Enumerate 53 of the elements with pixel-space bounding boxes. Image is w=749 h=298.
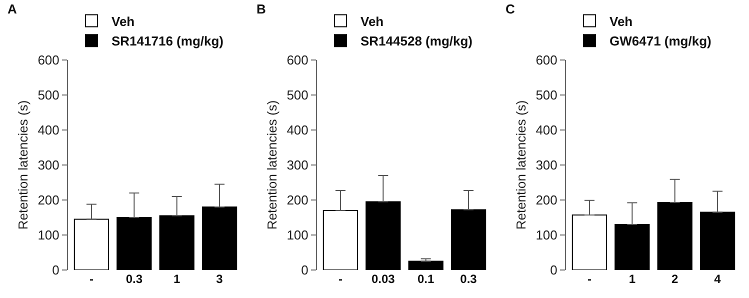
chart-title: B: [256, 2, 266, 17]
legend-label: Veh: [112, 14, 135, 29]
y-tick-label: 500: [286, 88, 308, 103]
y-tick-label: 0: [52, 262, 60, 278]
chart-title: C: [505, 2, 516, 17]
y-tick-label: 400: [286, 122, 308, 138]
x-tick-label: 1: [173, 272, 180, 286]
x-tick-label: -: [587, 272, 592, 286]
y-tick-label: 600: [286, 52, 308, 68]
bar: [408, 260, 444, 270]
x-tick-label: 2: [671, 272, 678, 286]
bar: [322, 210, 358, 270]
y-tick-label: 500: [536, 88, 558, 103]
x-tick-label: 3: [216, 272, 224, 286]
legend-label: SR144528 (mg/kg): [360, 34, 472, 49]
bar: [159, 215, 194, 270]
y-axis-title: Retention latencies (s): [264, 100, 280, 230]
bar: [366, 201, 401, 270]
y-tick-label: 100: [286, 228, 308, 243]
x-tick-label: -: [338, 272, 342, 286]
y-axis-title: Retention latencies (s): [16, 100, 31, 230]
x-tick-label: 4: [714, 272, 722, 286]
x-tick-label: 0.3: [460, 272, 478, 286]
legend-label: SR141716 (mg/kg): [112, 34, 224, 49]
x-tick-label: 0.03: [371, 272, 396, 286]
y-tick-label: 600: [536, 52, 558, 68]
y-tick-label: 100: [536, 228, 558, 243]
y-tick-label: 300: [286, 158, 308, 173]
y-tick-label: 100: [38, 228, 60, 243]
y-tick-label: 500: [38, 88, 60, 103]
y-tick-label: 200: [286, 192, 308, 208]
chart-title: A: [7, 2, 18, 17]
x-tick-label: -: [89, 272, 94, 286]
y-tick-label: 0: [550, 262, 558, 278]
legend-label: GW6471 (mg/kg): [610, 34, 712, 49]
legend-label: Veh: [360, 14, 384, 29]
x-tick-label: 0.1: [417, 272, 435, 286]
y-tick-label: 200: [536, 192, 558, 208]
bar: [450, 209, 486, 270]
y-tick-label: 300: [38, 158, 60, 173]
y-tick-label: 300: [536, 158, 558, 173]
bar: [202, 206, 238, 270]
y-tick-label: 400: [536, 122, 558, 138]
y-axis-title: Retention latencies (s): [514, 100, 529, 230]
bar: [74, 218, 110, 270]
y-tick-label: 200: [38, 192, 60, 208]
x-tick-label: 0.3: [126, 272, 143, 286]
x-tick-label: 1: [628, 272, 636, 286]
y-tick-label: 600: [38, 52, 60, 68]
legend-label: Veh: [610, 14, 633, 29]
y-tick-label: 0: [301, 262, 308, 278]
bar: [116, 217, 152, 270]
y-tick-label: 400: [38, 122, 60, 138]
